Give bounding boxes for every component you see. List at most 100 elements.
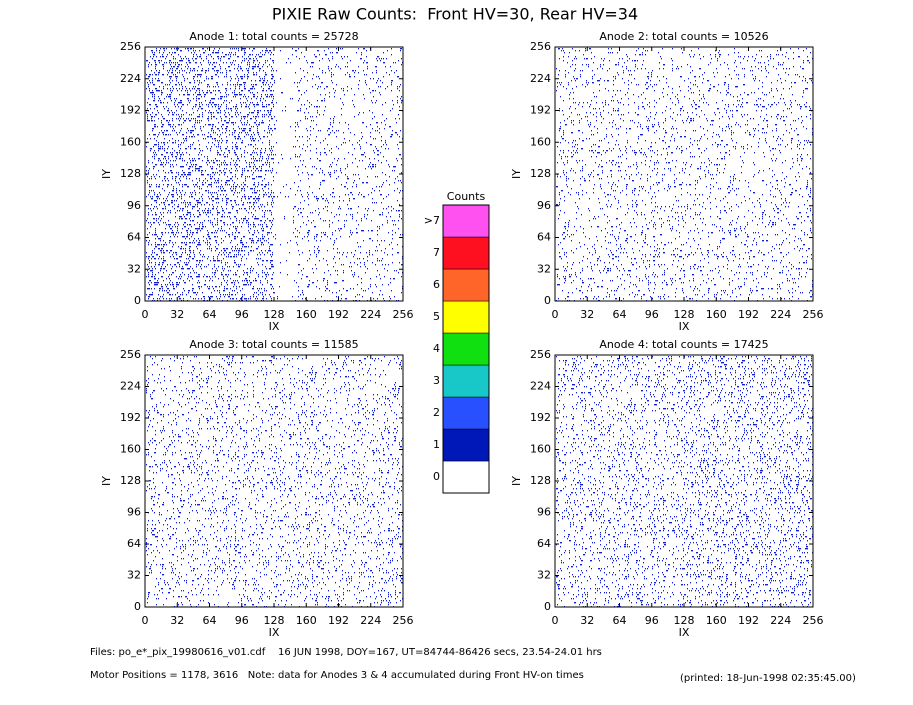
y-tick-label: 96 [127,506,141,519]
y-tick-label: 96 [537,199,551,212]
count-texture [146,356,403,608]
x-tick-label: 64 [613,614,627,627]
colorbar-swatch [442,460,490,494]
y-tick-label: 256 [530,348,551,361]
x-tick-label: 192 [738,614,759,627]
colorbar-swatch [442,428,490,462]
y-tick-label: 0 [134,294,141,307]
y-tick-label: 224 [530,380,551,393]
y-tick-label: 0 [544,294,551,307]
x-tick-label: 160 [706,308,727,321]
colorbar-label: >7 [424,214,440,227]
x-tick-label: 224 [360,308,381,321]
y-tick-label: 160 [530,443,551,456]
x-tick-label: 96 [235,614,249,627]
y-tick-label: 256 [120,40,141,53]
x-tick-label: 256 [393,308,414,321]
y-tick-label: 64 [127,231,141,244]
y-axis-label: IY [510,476,523,486]
y-axis-label: IY [100,169,113,179]
y-tick-label: 0 [134,600,141,613]
panel-title: Anode 1: total counts = 25728 [189,30,358,43]
panel-title: Anode 3: total counts = 11585 [189,338,358,351]
x-tick-label: 0 [552,614,559,627]
y-tick-label: 64 [537,537,551,550]
x-tick-label: 192 [328,614,349,627]
y-tick-label: 32 [537,262,551,275]
colorbar-label: 2 [433,406,440,419]
x-axis-label: IX [679,626,690,639]
y-tick-label: 224 [120,380,141,393]
y-tick-label: 192 [530,411,551,424]
x-tick-label: 160 [296,308,317,321]
colorbar-swatch [442,300,490,334]
x-tick-label: 32 [170,308,184,321]
footer-files: Files: po_e*_pix_19980616_v01.cdf 16 JUN… [90,647,602,658]
colorbar-label: 5 [433,310,440,323]
colorbar-swatch [442,396,490,430]
x-tick-label: 128 [264,614,285,627]
x-axis-label: IX [269,626,280,639]
colorbar-swatch [442,332,490,366]
y-tick-label: 0 [544,600,551,613]
colorbar-swatch [442,268,490,302]
x-tick-label: 32 [580,614,594,627]
y-tick-label: 64 [537,231,551,244]
x-tick-label: 32 [580,308,594,321]
colorbar-label: 0 [433,470,440,483]
figure-title: PIXIE Raw Counts: Front HV=30, Rear HV=3… [272,5,638,24]
x-tick-label: 32 [170,614,184,627]
colorbar-swatch [442,364,490,398]
x-tick-label: 192 [328,308,349,321]
y-tick-label: 128 [530,167,551,180]
x-tick-label: 224 [770,614,791,627]
y-tick-label: 96 [127,199,141,212]
x-tick-label: 0 [142,308,149,321]
x-tick-label: 224 [360,614,381,627]
x-tick-label: 128 [674,308,695,321]
colorbar-label: 7 [433,246,440,259]
y-axis-label: IY [510,169,523,179]
y-tick-label: 160 [120,135,141,148]
count-texture [556,48,813,302]
count-texture [556,356,813,608]
y-tick-label: 224 [530,72,551,85]
panel-title: Anode 4: total counts = 17425 [599,338,768,351]
x-tick-label: 256 [803,614,824,627]
y-tick-label: 32 [127,262,141,275]
x-tick-label: 0 [142,614,149,627]
colorbar-title: Counts [447,190,486,203]
colorbar-label: 3 [433,374,440,387]
y-tick-label: 64 [127,537,141,550]
footer-printed: (printed: 18-Jun-1998 02:35:45.00) [680,673,856,684]
y-tick-label: 192 [120,104,141,117]
count-texture [146,48,403,302]
y-axis-label: IY [100,476,113,486]
colorbar-frame [442,204,490,494]
footer-motor: Motor Positions = 1178, 3616 Note: data … [90,670,584,681]
x-axis-label: IX [679,320,690,333]
y-tick-label: 160 [530,135,551,148]
y-tick-label: 128 [120,474,141,487]
y-tick-label: 256 [120,348,141,361]
x-tick-label: 256 [393,614,414,627]
x-tick-label: 96 [645,308,659,321]
y-tick-label: 32 [127,569,141,582]
x-tick-label: 224 [770,308,791,321]
colorbar-label: 4 [433,342,440,355]
x-tick-label: 64 [203,614,217,627]
colorbar-swatch [442,204,490,238]
colorbar-swatch [442,236,490,270]
y-tick-label: 32 [537,569,551,582]
colorbar-label: 1 [433,438,440,451]
y-tick-label: 192 [120,411,141,424]
x-tick-label: 0 [552,308,559,321]
x-tick-label: 192 [738,308,759,321]
x-tick-label: 160 [296,614,317,627]
x-tick-label: 64 [613,308,627,321]
y-tick-label: 224 [120,72,141,85]
x-tick-label: 160 [706,614,727,627]
colorbar-label: 6 [433,278,440,291]
x-tick-label: 256 [803,308,824,321]
